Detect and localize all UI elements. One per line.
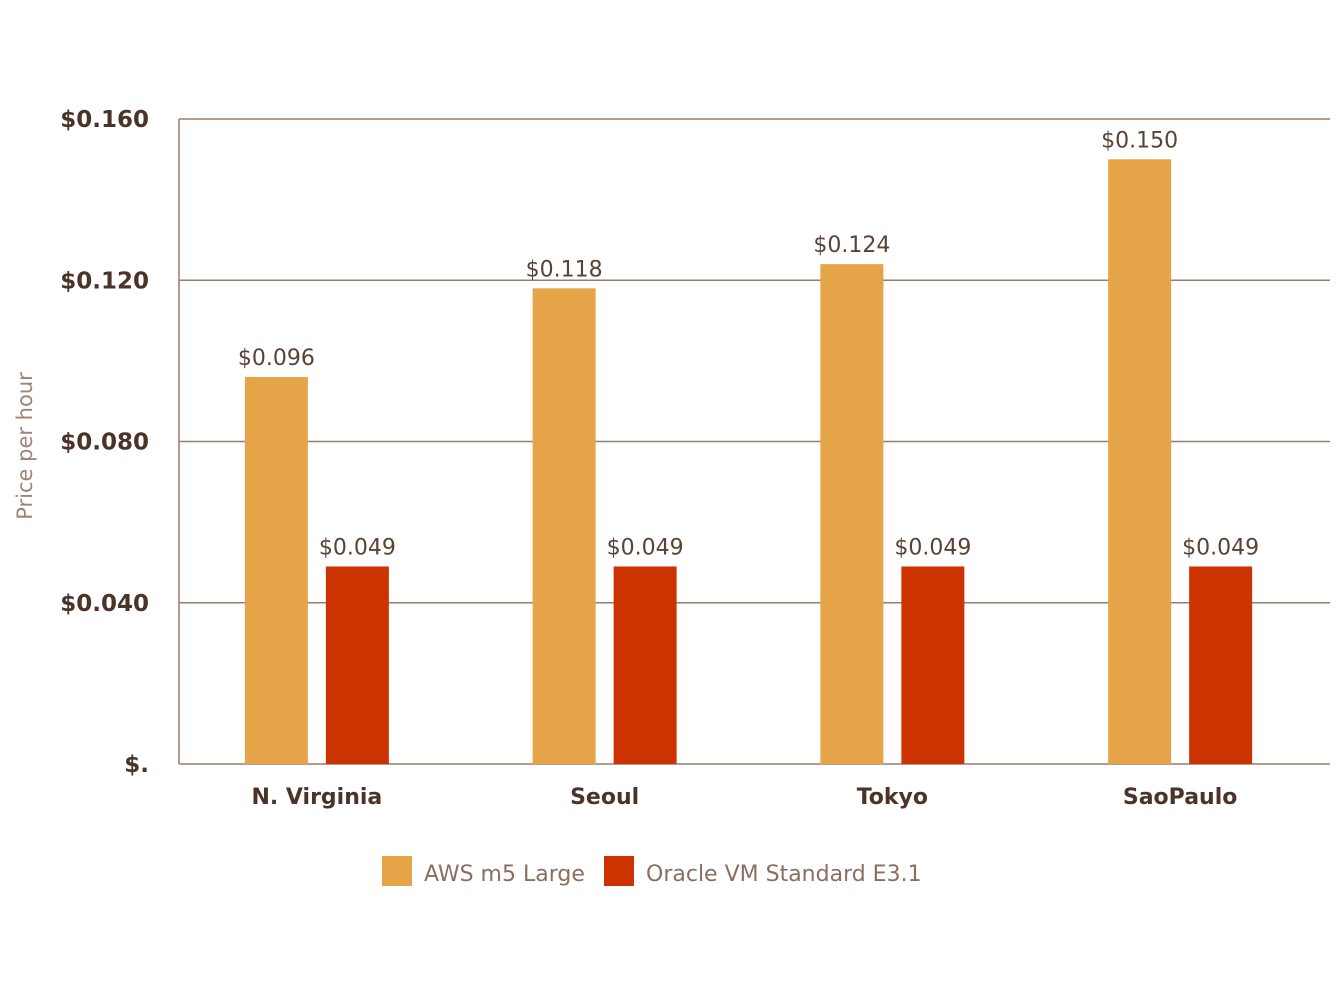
x-tick-label: N. Virginia [251, 785, 382, 810]
bar [325, 566, 389, 764]
bars [244, 159, 1253, 764]
legend-label: AWS m5 Large [424, 862, 585, 887]
data-labels: $0.096 $0.049 $0.118 $0.049 $0.124 $0.049 $0.1… [238, 128, 1259, 560]
legend-swatch [382, 856, 412, 886]
y-tick-label: $. [124, 752, 149, 778]
legend-swatch [604, 856, 634, 886]
x-tick-label: Tokyo [857, 785, 928, 810]
bar [532, 288, 596, 764]
legend-label: Oracle VM Standard E3.1 [646, 862, 922, 887]
axes: $. $0.040 $0.080 $0.120 $0.160 N. Virginia Seo… [60, 107, 1330, 810]
data-label: $0.049 [1182, 535, 1259, 560]
data-label: $0.118 [526, 257, 603, 282]
x-tick-label: SaoPaulo [1123, 785, 1238, 810]
data-label: $0.049 [894, 535, 971, 560]
data-label: $0.150 [1101, 128, 1178, 153]
data-label: $0.049 [607, 535, 684, 560]
x-tick-label: Seoul [570, 785, 639, 810]
bar [244, 377, 308, 764]
y-tick-label: $0.080 [60, 430, 149, 456]
legend: AWS m5 Large Oracle VM Standard E3.1 [382, 856, 922, 887]
data-label: $0.124 [813, 233, 890, 258]
bar [901, 566, 965, 764]
data-label: $0.096 [238, 346, 315, 371]
y-tick-label: $0.040 [60, 591, 149, 617]
data-label: $0.049 [319, 535, 396, 560]
bar [1108, 159, 1172, 764]
y-tick-label: $0.120 [60, 268, 149, 294]
bar [613, 566, 677, 764]
y-tick-label: $0.160 [60, 107, 149, 133]
y-axis-label: Price per hour [13, 372, 37, 520]
bar [1189, 566, 1253, 764]
bar [820, 264, 884, 764]
